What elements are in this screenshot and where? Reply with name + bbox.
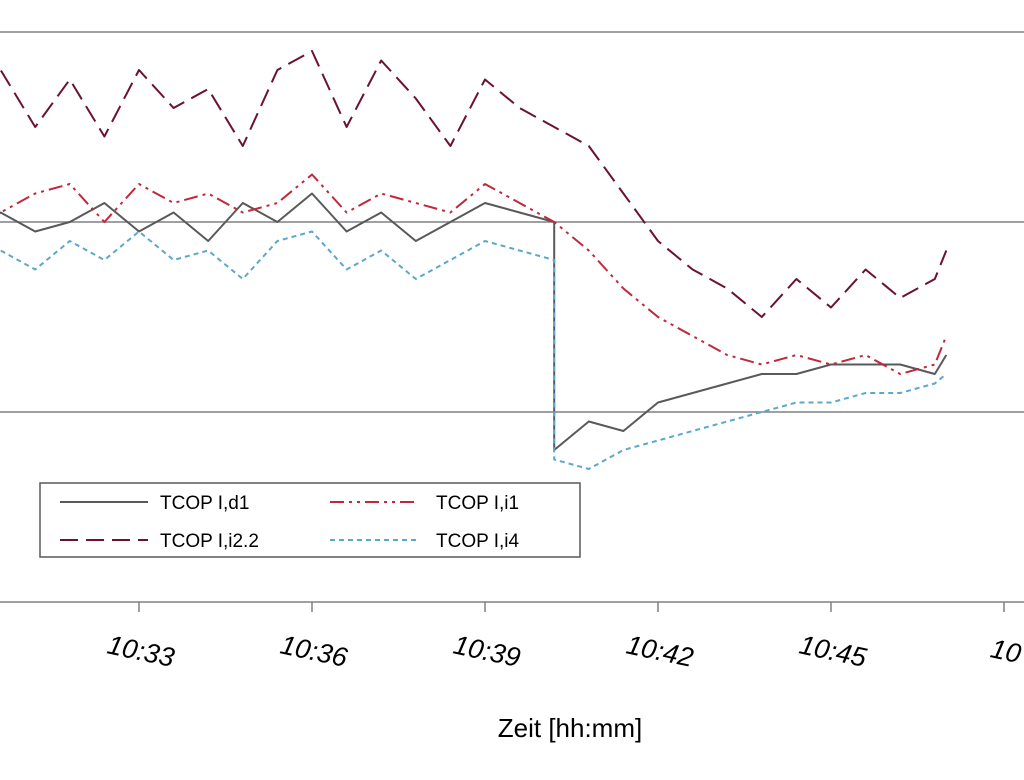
series-line-1 xyxy=(0,173,948,375)
series-lines xyxy=(0,50,948,470)
x-tick-label-2: 10:36 xyxy=(278,629,351,673)
series-line-2 xyxy=(0,50,948,318)
gridlines xyxy=(0,31,1024,413)
x-tick-label-1: 10:33 xyxy=(105,629,177,672)
x-tick-label-4: 10:42 xyxy=(624,629,696,672)
legend-label-tcop-i1: TCOP I,i1 xyxy=(436,493,519,514)
legend-label-tcop-d1: TCOP I,d1 xyxy=(160,493,249,514)
legend-label-tcop-i4: TCOP I,i4 xyxy=(436,531,519,552)
x-axis-label: Zeit [hh:mm] xyxy=(498,713,642,743)
x-tick-label-3: 10:39 xyxy=(451,629,523,672)
x-tick-label-5: 10:45 xyxy=(797,629,870,673)
series-line-0 xyxy=(0,192,948,451)
series-line-3 xyxy=(0,230,947,470)
legend: TCOP I,d1 TCOP I,i1 TCOP I,i2.2 TCOP I,i… xyxy=(39,482,581,558)
x-tick-label-6: 10 xyxy=(988,633,1024,669)
legend-box xyxy=(39,482,581,558)
legend-label-tcop-i22: TCOP I,i2.2 xyxy=(160,531,259,552)
